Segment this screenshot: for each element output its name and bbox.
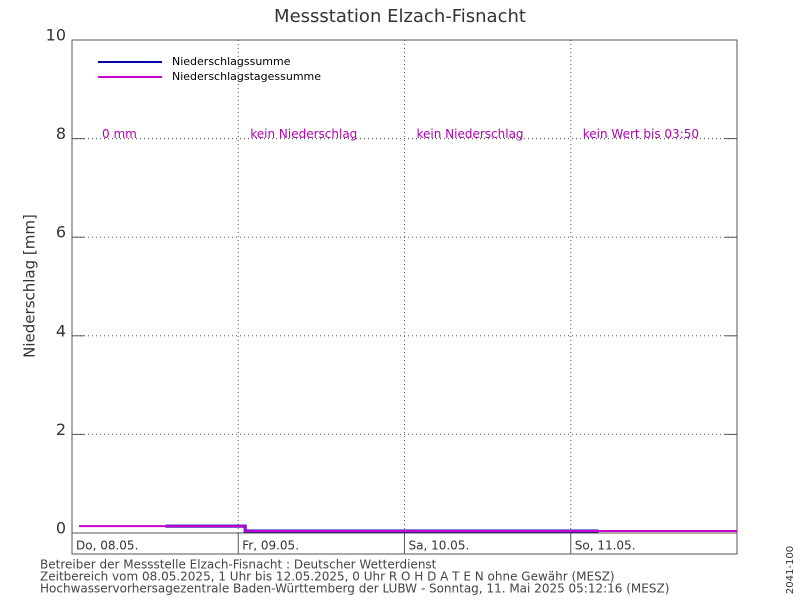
annotation: kein Niederschlag <box>417 127 524 141</box>
x-tick-label: Sa, 10.05. <box>409 539 470 553</box>
y-tick-label: 4 <box>56 321 66 340</box>
series-line <box>78 525 737 532</box>
footer-text: Zeitbereich vom 08.05.2025, 1 Uhr bis 12… <box>40 570 615 584</box>
x-tick-label: Fr, 09.05. <box>242 539 299 553</box>
y-tick-label: 8 <box>56 124 66 143</box>
plot-frame <box>71 39 738 534</box>
chart-title: Messstation Elzach-Fisnacht <box>274 6 526 27</box>
side-label: 2041-100 <box>785 546 796 594</box>
footer-text: Betreiber der Messstelle Elzach-Fisnacht… <box>40 558 437 572</box>
legend-label: Niederschlagssumme <box>172 55 291 68</box>
y-tick-label: 10 <box>46 26 66 45</box>
annotation: kein Wert bis 03:50 <box>583 127 699 141</box>
annotation: kein Niederschlag <box>250 127 357 141</box>
y-axis-label: Niederschlag [mm] <box>21 214 39 358</box>
x-tick-label: So, 11.05. <box>575 539 636 553</box>
y-tick-label: 0 <box>56 519 66 538</box>
legend-label: Niederschlagstagessumme <box>172 70 321 83</box>
footer-text: Hochwasservorhersagezentrale Baden-Württ… <box>40 582 669 596</box>
x-tick-label: Do, 08.05. <box>76 539 138 553</box>
y-tick-label: 6 <box>56 223 66 242</box>
annotation: 0 mm <box>102 127 137 141</box>
y-tick-label: 2 <box>56 420 66 439</box>
